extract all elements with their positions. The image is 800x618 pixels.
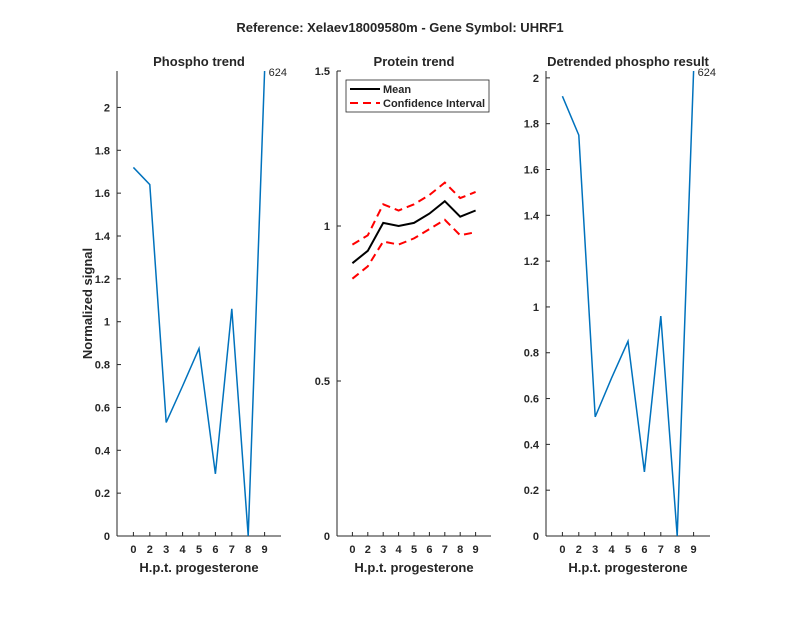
x-tick-label: 8 [457, 544, 463, 556]
y-tick-label: 1.2 [524, 256, 539, 268]
subplot-title: Detrended phospho result [547, 54, 709, 69]
x-tick-label: 8 [245, 544, 251, 556]
y-tick-label: 0.2 [95, 488, 110, 500]
x-tick-label: 3 [380, 544, 386, 556]
x-tick-label: 6 [426, 544, 432, 556]
x-tick-label: 0 [130, 544, 136, 556]
y-tick-label: 0.4 [95, 445, 111, 457]
y-tick-label: 0 [104, 531, 110, 543]
y-tick-label: 1.2 [95, 274, 110, 286]
x-tick-label: 4 [396, 544, 403, 556]
y-tick-label: 1 [533, 302, 539, 314]
x-tick-label: 5 [625, 544, 631, 556]
y-tick-label: 0.6 [524, 394, 539, 406]
y-tick-label: 0.4 [524, 439, 540, 451]
y-tick-label: 0 [324, 531, 330, 543]
series-line [132, 70, 266, 537]
legend-ci-label: Confidence Interval [383, 98, 485, 110]
y-tick-label: 1.6 [524, 164, 539, 176]
y-tick-label: 1.5 [315, 66, 330, 78]
x-tick-label: 2 [365, 544, 371, 556]
x-tick-label: 4 [180, 544, 187, 556]
y-tick-label: 1 [324, 221, 330, 233]
y-tick-label: 1 [104, 317, 110, 329]
point-annotation: 624 [698, 67, 716, 79]
legend: Mean Confidence Interval [345, 79, 490, 113]
y-tick-label: 0.8 [524, 348, 539, 360]
y-axis-label: Normalized signal [80, 248, 95, 359]
figure-title: Reference: Xelaev18009580m - Gene Symbol… [236, 20, 563, 35]
x-tick-label: 5 [196, 544, 202, 556]
x-tick-label: 9 [262, 544, 268, 556]
y-tick-label: 1.4 [95, 231, 111, 243]
y-tick-label: 1.6 [95, 188, 110, 200]
ci-lower-line [351, 218, 476, 280]
x-tick-label: 9 [691, 544, 697, 556]
subplot-title: Phospho trend [153, 54, 245, 69]
y-tick-label: 0.6 [95, 402, 110, 414]
x-tick-label: 3 [163, 544, 169, 556]
y-tick-label: 1.8 [95, 145, 110, 157]
point-annotation: 624 [269, 67, 287, 79]
legend-mean-label: Mean [383, 84, 411, 96]
x-tick-label: 0 [349, 544, 355, 556]
y-tick-label: 0 [533, 531, 539, 543]
x-tick-label: 2 [576, 544, 582, 556]
y-tick-label: 0.2 [524, 485, 539, 497]
x-tick-label: 8 [674, 544, 680, 556]
legend-box [345, 79, 490, 113]
y-tick-label: 0.5 [315, 376, 330, 388]
x-axis-label: H.p.t. progesterone [354, 560, 473, 575]
x-axis-label: H.p.t. progesterone [568, 560, 687, 575]
y-tick-label: 1.4 [524, 210, 540, 222]
mean-line [351, 199, 476, 264]
x-tick-label: 3 [592, 544, 598, 556]
ci-upper-line [351, 181, 476, 246]
x-tick-label: 6 [212, 544, 218, 556]
y-tick-label: 2 [104, 102, 110, 114]
x-tick-label: 7 [658, 544, 664, 556]
subplot-title: Protein trend [374, 54, 455, 69]
x-axis-label: H.p.t. progesterone [139, 560, 258, 575]
subplot-3: 0 2 3 4 5 6 7 8 900.20.40.60.811.21.41.61.82Detr… [524, 54, 716, 575]
x-tick-label: 2 [147, 544, 153, 556]
x-tick-label: 6 [641, 544, 647, 556]
x-tick-label: 7 [442, 544, 448, 556]
x-tick-label: 9 [473, 544, 479, 556]
y-tick-label: 2 [533, 73, 539, 85]
x-tick-label: 0 [559, 544, 565, 556]
x-tick-label: 5 [411, 544, 417, 556]
subplot-1: 0 2 3 4 5 6 7 8 900.20.40.60.811.21.41.61.82Phos… [80, 54, 287, 575]
y-tick-label: 0.8 [95, 360, 110, 372]
y-tick-label: 1.8 [524, 119, 539, 131]
x-tick-label: 7 [229, 544, 235, 556]
x-tick-label: 4 [609, 544, 616, 556]
series-line [561, 70, 695, 537]
